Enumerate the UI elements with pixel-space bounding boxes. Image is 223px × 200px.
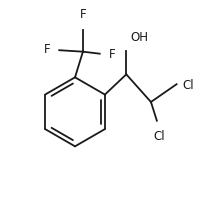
Text: F: F	[109, 48, 115, 61]
Text: F: F	[80, 8, 86, 21]
Text: OH: OH	[130, 31, 148, 44]
Text: Cl: Cl	[153, 130, 165, 143]
Text: Cl: Cl	[182, 79, 194, 92]
Text: F: F	[44, 43, 50, 56]
